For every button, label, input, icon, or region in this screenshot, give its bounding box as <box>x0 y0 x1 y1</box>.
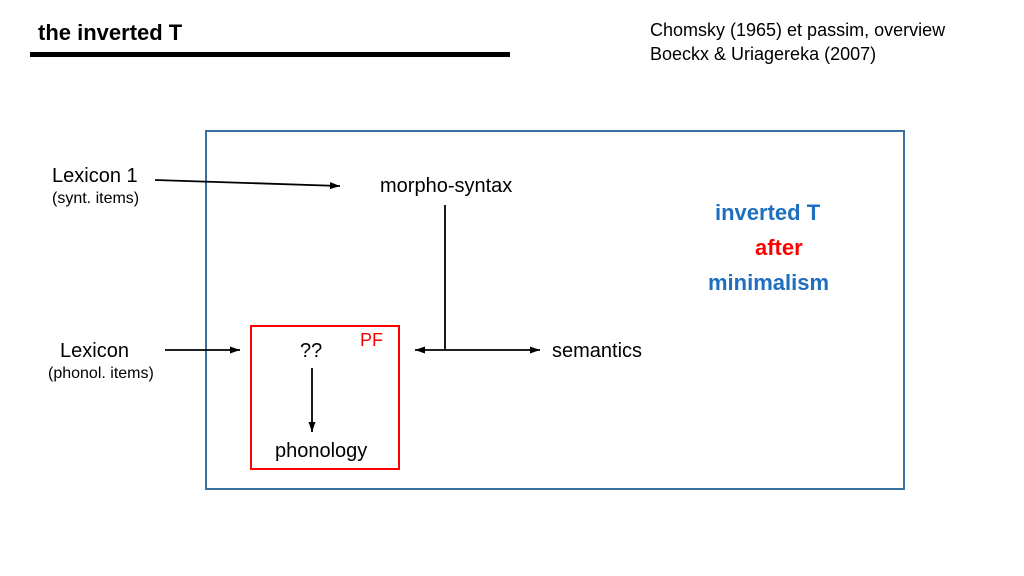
lexicon-phon-sub: (phonol. items) <box>48 365 154 383</box>
pf-label: PF <box>360 330 383 351</box>
lexicon1-sub: (synt. items) <box>52 190 139 208</box>
side-text-after: after <box>755 235 803 261</box>
lexicon-phon-label: Lexicon <box>60 340 129 363</box>
title-underline <box>30 52 510 57</box>
citation-text: Chomsky (1965) et passim, overview Boeck… <box>650 18 950 67</box>
slide-title: the inverted T <box>38 20 182 46</box>
qq-label: ?? <box>300 340 322 363</box>
phonology-label: phonology <box>275 440 367 463</box>
side-text-minimalism: minimalism <box>708 270 829 296</box>
side-text-inverted-t: inverted T <box>715 200 820 226</box>
morphosyntax-label: morpho-syntax <box>380 175 512 198</box>
semantics-label: semantics <box>552 340 642 363</box>
lexicon1-label: Lexicon 1 <box>52 165 138 188</box>
